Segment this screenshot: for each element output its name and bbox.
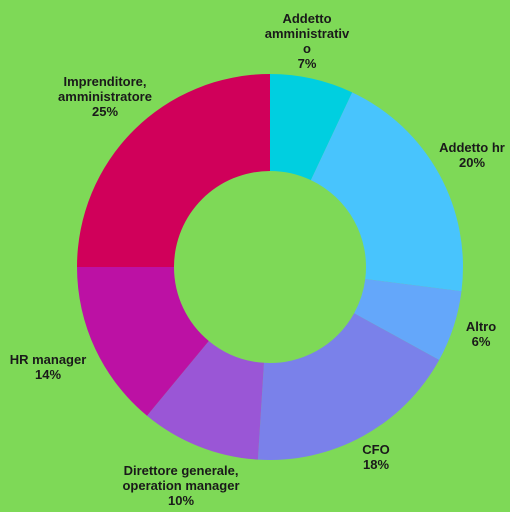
slice-category-label: operation manager (122, 478, 239, 493)
slice-label: CFO 18% (362, 442, 389, 472)
slice-label: Addetto amministrativ o 7% (265, 11, 350, 71)
slice-category-label: Imprenditore, (63, 74, 146, 89)
slice-percent-label: 6% (472, 334, 491, 349)
slice-category-label: Altro (466, 319, 496, 334)
donut-slice (354, 279, 462, 360)
donut-slice (77, 267, 209, 416)
donut-slice (270, 74, 353, 181)
slice-label: HR manager 14% (10, 352, 87, 382)
slice-label: Addetto hr 20% (439, 140, 505, 170)
slice-category-label: Direttore generale, (124, 463, 239, 478)
slice-category-label: CFO (362, 442, 389, 457)
slice-category-label: amministrativ (265, 26, 350, 41)
slice-category-label: o (303, 41, 311, 56)
slice-percent-label: 7% (298, 56, 317, 71)
slice-percent-label: 14% (35, 367, 61, 382)
slice-label: Direttore generale, operation manager 10% (122, 463, 239, 508)
slice-category-label: Addetto (282, 11, 331, 26)
slice-percent-label: 20% (459, 155, 485, 170)
slice-label: Imprenditore, amministratore 25% (58, 74, 152, 119)
donut-slice (310, 92, 464, 292)
donut-slice (257, 313, 440, 460)
slice-category-label: HR manager (10, 352, 87, 367)
slice-category-label: amministratore (58, 89, 152, 104)
slice-category-label: Addetto hr (439, 140, 505, 155)
slice-label: Altro 6% (466, 319, 496, 349)
donut-slice (146, 340, 264, 460)
slice-percent-label: 10% (168, 493, 194, 508)
donut-slice (77, 74, 270, 267)
slice-percent-label: 25% (92, 104, 118, 119)
slice-percent-label: 18% (363, 457, 389, 472)
